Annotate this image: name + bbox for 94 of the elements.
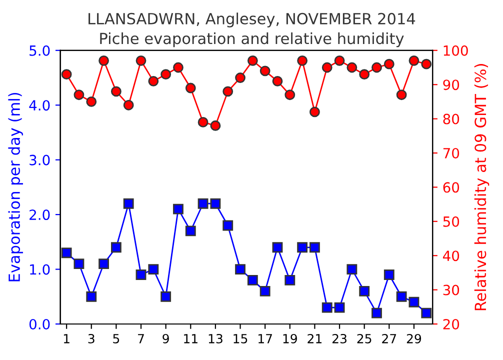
x-tick-label: 11 <box>184 334 198 344</box>
point <box>359 286 370 296</box>
point <box>408 55 420 66</box>
chart-subtitle: Piche evaporation and relative humidity <box>100 32 404 48</box>
point <box>272 242 283 253</box>
point <box>284 90 296 100</box>
y-tick-label: 3.0 <box>30 154 50 166</box>
point <box>210 198 221 209</box>
x-tick-label: 29 <box>406 334 422 344</box>
x-tick-label: 19 <box>283 334 297 344</box>
y-tick-label: 5.0 <box>30 45 50 56</box>
point <box>74 90 84 100</box>
point <box>110 242 122 253</box>
x-tick-label: 21 <box>308 334 322 344</box>
point <box>185 82 196 94</box>
x-tick-label: 1 <box>64 334 70 344</box>
point <box>210 120 221 131</box>
point <box>222 86 234 97</box>
point <box>384 270 394 280</box>
point <box>297 242 308 253</box>
point <box>372 62 382 73</box>
point <box>272 76 283 86</box>
y2-tick-label: 70 <box>443 148 460 158</box>
point <box>198 198 208 209</box>
y2-tick-label: 100 <box>444 45 468 56</box>
x-tick-label: 23 <box>332 334 346 344</box>
x-tick-label: 3 <box>88 334 94 344</box>
y2-tick-label: 20 <box>443 318 460 330</box>
x-tick-label: 15 <box>234 334 248 344</box>
point <box>310 106 320 118</box>
point <box>359 69 370 80</box>
y2-tick-label: 60 <box>443 182 460 193</box>
point <box>86 291 97 302</box>
point <box>222 220 234 231</box>
point <box>260 66 270 76</box>
point <box>98 258 109 270</box>
point <box>322 302 332 313</box>
point <box>136 270 146 280</box>
y2-axis-title: Relative humidity at 09 GMT (%) <box>474 64 490 310</box>
point <box>384 58 394 70</box>
point <box>198 117 208 128</box>
point <box>123 198 134 209</box>
point <box>136 55 146 66</box>
point <box>297 55 308 66</box>
y-tick-label: 4.0 <box>29 100 50 111</box>
point <box>260 286 270 296</box>
point <box>247 275 258 286</box>
point <box>148 76 159 86</box>
point <box>160 69 172 80</box>
x-tick-label: 17 <box>258 334 272 344</box>
point <box>86 96 97 107</box>
point <box>61 248 72 258</box>
x-tick-label: 25 <box>357 334 372 344</box>
point <box>408 296 420 308</box>
y-tick-label: 2.0 <box>30 210 50 220</box>
y-tick-label: 1.0 <box>30 264 50 275</box>
x-tick-label: 13 <box>208 334 222 344</box>
y2-tick-label: 50 <box>443 216 460 227</box>
x-tick-label: 5 <box>113 334 120 344</box>
point <box>346 264 358 274</box>
point <box>372 308 382 318</box>
point <box>334 302 345 313</box>
point <box>74 258 84 270</box>
y2-tick-label: 90 <box>443 80 460 90</box>
point <box>160 291 172 302</box>
point <box>173 204 184 214</box>
y2-tick-label: 30 <box>443 284 460 296</box>
point <box>421 58 432 70</box>
point <box>148 264 159 274</box>
point <box>346 62 358 73</box>
point <box>173 62 184 73</box>
point <box>396 291 407 302</box>
point <box>310 242 320 253</box>
point <box>235 264 246 274</box>
point <box>185 226 196 236</box>
point <box>61 69 72 80</box>
chart-title: LLANSADWRN, Anglesey, NOVEMBER 2014 <box>88 12 416 28</box>
point <box>322 62 332 73</box>
y2-tick-label: 40 <box>442 250 460 262</box>
y-tick-label: 0.0 <box>29 318 50 330</box>
point <box>123 100 134 110</box>
y-axis-title: Evaporation per day (ml) <box>8 92 23 282</box>
point <box>98 55 109 66</box>
point <box>284 275 296 286</box>
y2-tick-label: 80 <box>443 114 460 124</box>
x-tick-label: 7 <box>138 334 144 344</box>
point <box>334 55 345 66</box>
point <box>110 86 122 97</box>
x-tick-label: 9 <box>162 334 169 344</box>
point <box>235 72 246 83</box>
point <box>421 308 432 318</box>
point <box>396 90 407 100</box>
point <box>247 55 258 66</box>
x-tick-label: 27 <box>382 334 396 344</box>
